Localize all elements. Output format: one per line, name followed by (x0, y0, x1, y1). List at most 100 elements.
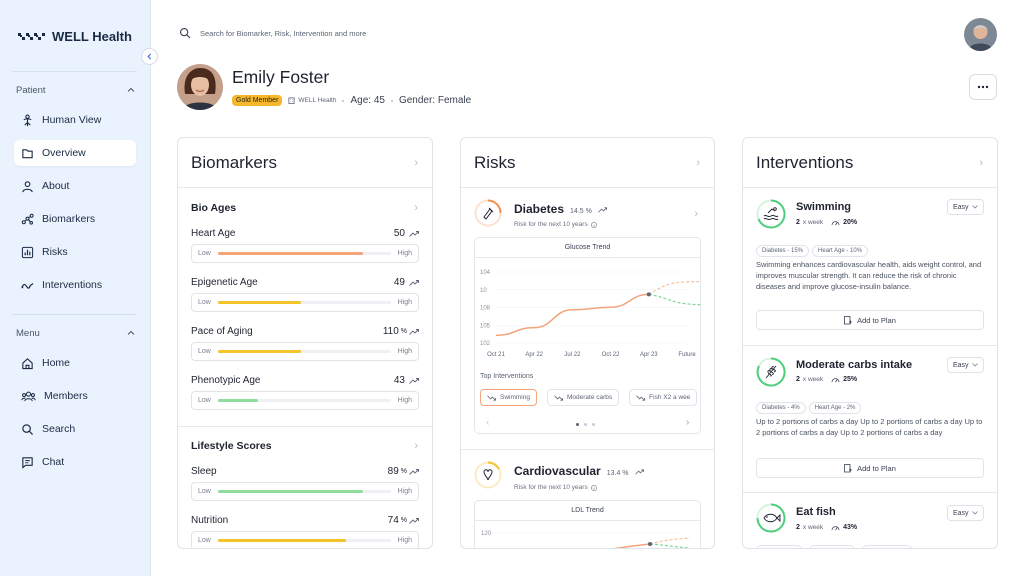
sidebar-item-human-view[interactable]: Human View (14, 107, 136, 133)
intervention-eat-fish: Eat fish 2 x week 43% Easy (756, 503, 984, 548)
difficulty-select[interactable]: Easy (947, 505, 984, 521)
risk-subtitle: Risk for the next 10 years (514, 484, 597, 491)
biomarker-row[interactable]: Epigenetic Age 49 Low High (191, 277, 419, 312)
sidebar-item-members[interactable]: Members (14, 383, 136, 409)
sidebar-item-biomarkers[interactable]: Biomarkers (14, 206, 136, 232)
brand-logo[interactable]: WELL Health (18, 29, 132, 44)
biomarker-row[interactable]: Sleep 89% Low High (191, 466, 419, 501)
chevron-right-icon[interactable]: › (414, 156, 418, 169)
sidebar-item-overview[interactable]: Overview (14, 140, 136, 166)
range-low-label: Low (198, 537, 211, 544)
risks-card-header[interactable]: Risks › (461, 138, 714, 188)
sidebar-item-about[interactable]: About (14, 173, 136, 199)
y-tick-label: 105 (480, 323, 491, 329)
interventions-card-header[interactable]: Interventions › (743, 138, 997, 188)
user-avatar[interactable] (964, 18, 997, 51)
risks-icon (21, 246, 34, 258)
range-low-label: Low (198, 348, 211, 355)
chevron-right-icon[interactable]: › (414, 202, 418, 214)
brand-name: WELL Health (52, 29, 132, 44)
sidebar-item-label: Human View (42, 114, 102, 126)
carousel-next-icon[interactable]: › (686, 417, 690, 428)
range-bar: Low High (191, 342, 419, 361)
sidebar-item-search[interactable]: Search (14, 416, 136, 442)
biomarker-row[interactable]: Heart Age 50 Low High (191, 228, 419, 263)
intervention-stats: 2 x week 25% (796, 376, 857, 383)
bio-ages-header[interactable]: Bio Ages › (178, 202, 432, 214)
range-fill (217, 252, 363, 255)
search-input[interactable]: Search for Biomarker, Risk, Intervention… (200, 28, 367, 38)
sidebar-item-label: Members (44, 390, 88, 402)
chevron-right-icon[interactable]: › (979, 156, 983, 169)
range-low-label: Low (198, 488, 211, 495)
range-fill (217, 399, 258, 402)
sidebar-item-risks[interactable]: Risks (14, 239, 136, 265)
more-options-button[interactable] (969, 74, 997, 100)
collapse-sidebar-button[interactable] (141, 48, 158, 65)
biomarker-row[interactable]: Pace of Aging 110% Low High (191, 326, 419, 361)
patient-name: Emily Foster (232, 67, 330, 87)
sidebar-item-interventions[interactable]: Interventions (14, 272, 136, 298)
gauge-icon (831, 378, 840, 383)
biomarker-row[interactable]: Nutrition 74% Low High (191, 515, 419, 548)
biomarkers-card-header[interactable]: Biomarkers › (178, 138, 432, 188)
tag: Diabetes - 4% (756, 402, 806, 414)
intervention-tags: Diabetes - 15% Heart Age - 10% (756, 239, 871, 257)
chevron-left-icon (147, 53, 152, 60)
carousel-dot[interactable] (584, 423, 587, 426)
glucose-trend-chart: Glucose Trend 104 10 108 105 102 Oct 21 Apr 22… (474, 237, 701, 434)
tag: Heart Age - 10% (812, 245, 869, 257)
info-icon[interactable] (590, 484, 597, 491)
chevron-down-icon (972, 205, 978, 209)
range-bar: Low High (191, 244, 419, 263)
sidebar-item-label: Interventions (42, 279, 103, 291)
biomarker-value-number: 50 (393, 228, 405, 239)
biomarker-label: Heart Age (191, 228, 236, 239)
chevron-right-icon[interactable]: › (414, 440, 418, 452)
biomarker-row[interactable]: Phenotypic Age 43 Low High (191, 375, 419, 410)
difficulty-select[interactable]: Easy (947, 357, 984, 373)
chevron-up-icon[interactable] (127, 329, 135, 337)
chevron-right-icon[interactable]: › (696, 156, 700, 169)
add-to-plan-button[interactable]: Add to Plan (756, 458, 984, 478)
frequency-unit: x week (802, 219, 824, 226)
chip-fish[interactable]: Fish X2 a wee (629, 389, 698, 406)
patient-photo-image (177, 64, 223, 110)
lifestyle-header[interactable]: Lifestyle Scores › (178, 440, 432, 452)
add-to-plan-button[interactable]: Add to Plan (756, 310, 984, 330)
chip-swimming[interactable]: Swimming (480, 389, 537, 406)
range-low-label: Low (198, 299, 211, 306)
chip-moderate-carbs[interactable]: Moderate carbs (546, 389, 620, 406)
patient-org: WELL Health (288, 97, 336, 104)
carousel-dot[interactable] (576, 423, 579, 426)
section-title: Lifestyle Scores (191, 440, 272, 452)
global-search[interactable]: Search for Biomarker, Risk, Intervention… (179, 27, 366, 39)
sidebar-item-label: Home (42, 357, 71, 369)
gauge-icon (831, 526, 840, 531)
info-icon[interactable] (590, 221, 597, 228)
intervention-name: Moderate carbs intake (796, 359, 913, 371)
tag: Diabetes - 15% (756, 245, 810, 257)
biomarkers-card: Biomarkers › Bio Ages › Heart Age 50 Low Hi… (177, 137, 433, 549)
risk-item-cardiovascular[interactable]: Cardiovascular 13.4 % Risk for the next … (474, 461, 700, 495)
series-line-projection-down (648, 293, 700, 306)
difficulty-value: Easy (953, 203, 969, 211)
difficulty-select[interactable]: Easy (947, 199, 984, 215)
chevron-right-icon[interactable]: › (694, 208, 698, 220)
sidebar-item-home[interactable]: Home (14, 350, 136, 376)
risk-item-diabetes[interactable]: Diabetes 14.5 % Risk for the next 10 yea… (474, 199, 700, 233)
swimming-icon (756, 199, 786, 229)
x-tick-label: Oct 21 (487, 352, 505, 358)
overview-icon (22, 148, 33, 158)
x-tick-label: Future (678, 352, 696, 358)
trend-icon (409, 328, 419, 335)
chevron-down-icon (972, 511, 978, 515)
search-icon (22, 423, 34, 435)
carousel-dot[interactable] (592, 423, 595, 426)
sidebar-item-chat[interactable]: Chat (14, 449, 136, 475)
biomarker-value-number: 49 (393, 277, 405, 288)
range-track (217, 539, 391, 542)
frequency-value: 2 (796, 219, 800, 226)
chevron-up-icon[interactable] (127, 86, 135, 94)
carousel-prev-icon[interactable]: ‹ (486, 417, 490, 428)
